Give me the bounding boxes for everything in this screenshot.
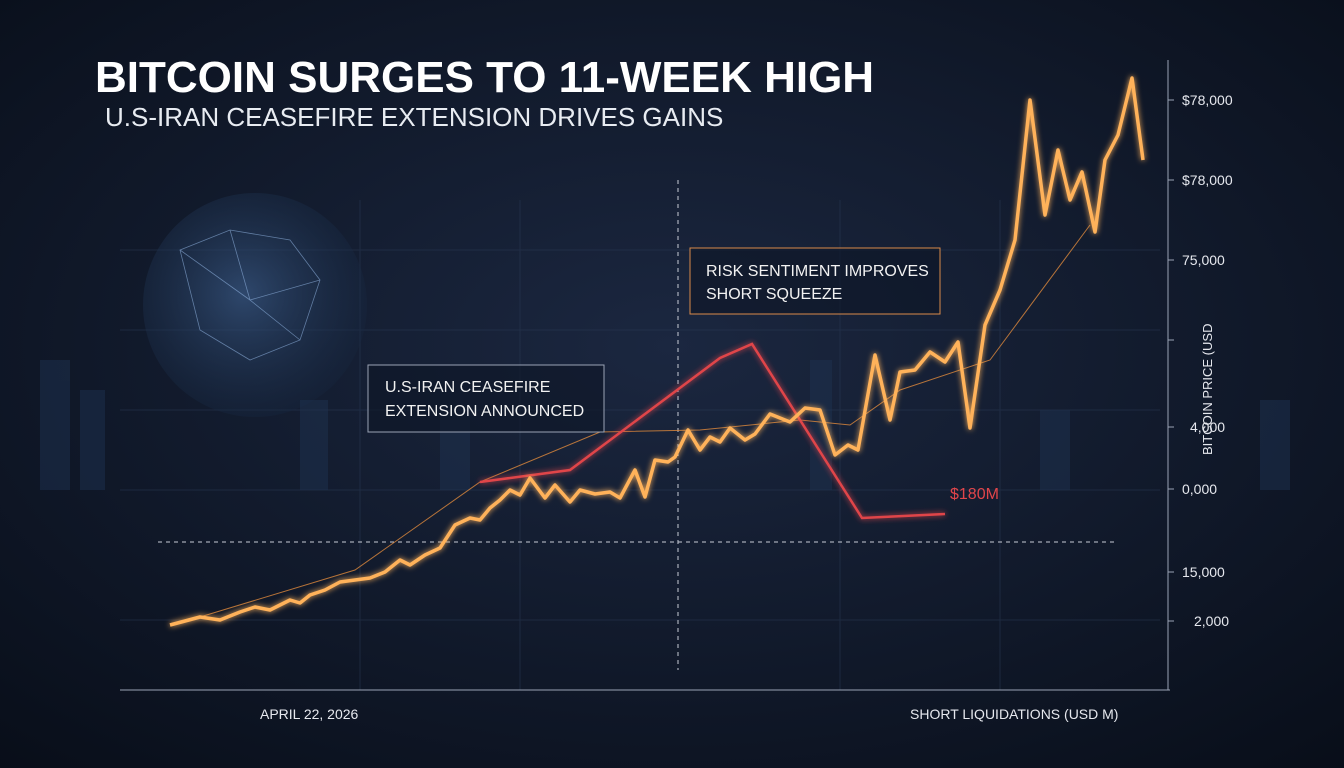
annotation-box [689,247,941,315]
annotation-text: RISK SENTIMENT IMPROVES [706,263,929,280]
liquidation-line [479,342,946,520]
y-tick-label: 4,000 [1190,419,1225,435]
skyline [40,360,1290,490]
y-tick-label: $78,000 [1182,172,1233,188]
title: BITCOIN SURGES TO 11-WEEK HIGH [95,53,874,102]
y-tick-label: $78,000 [1182,92,1233,108]
y-tick-label: 15,000 [1182,564,1225,580]
globe [143,193,367,417]
annotation-text: EXTENSION ANNOUNCED [385,403,584,420]
axes [120,60,1174,691]
x-axis-title: SHORT LIQUIDATIONS (USD M) [910,706,1118,722]
date-label: APRIL 22, 2026 [260,706,359,722]
price-line [169,76,1145,627]
subtitle: U.S-IRAN CEASEFIRE EXTENSION DRIVES GAIN… [105,102,723,132]
liquidation-label: $180M [950,486,999,503]
annotation-text: U.S-IRAN CEASEFIRE [385,379,550,396]
y-tick-label: 0,000 [1182,481,1217,497]
y-tick-label: 75,000 [1182,252,1225,268]
y-tick-label: 2,000 [1194,613,1229,629]
annotation-box [367,364,605,433]
annotation-text: SHORT SQUEEZE [706,286,842,303]
trend-line [199,224,1091,618]
y-axis-title: BITCOIN PRICE (USD [1200,324,1215,455]
